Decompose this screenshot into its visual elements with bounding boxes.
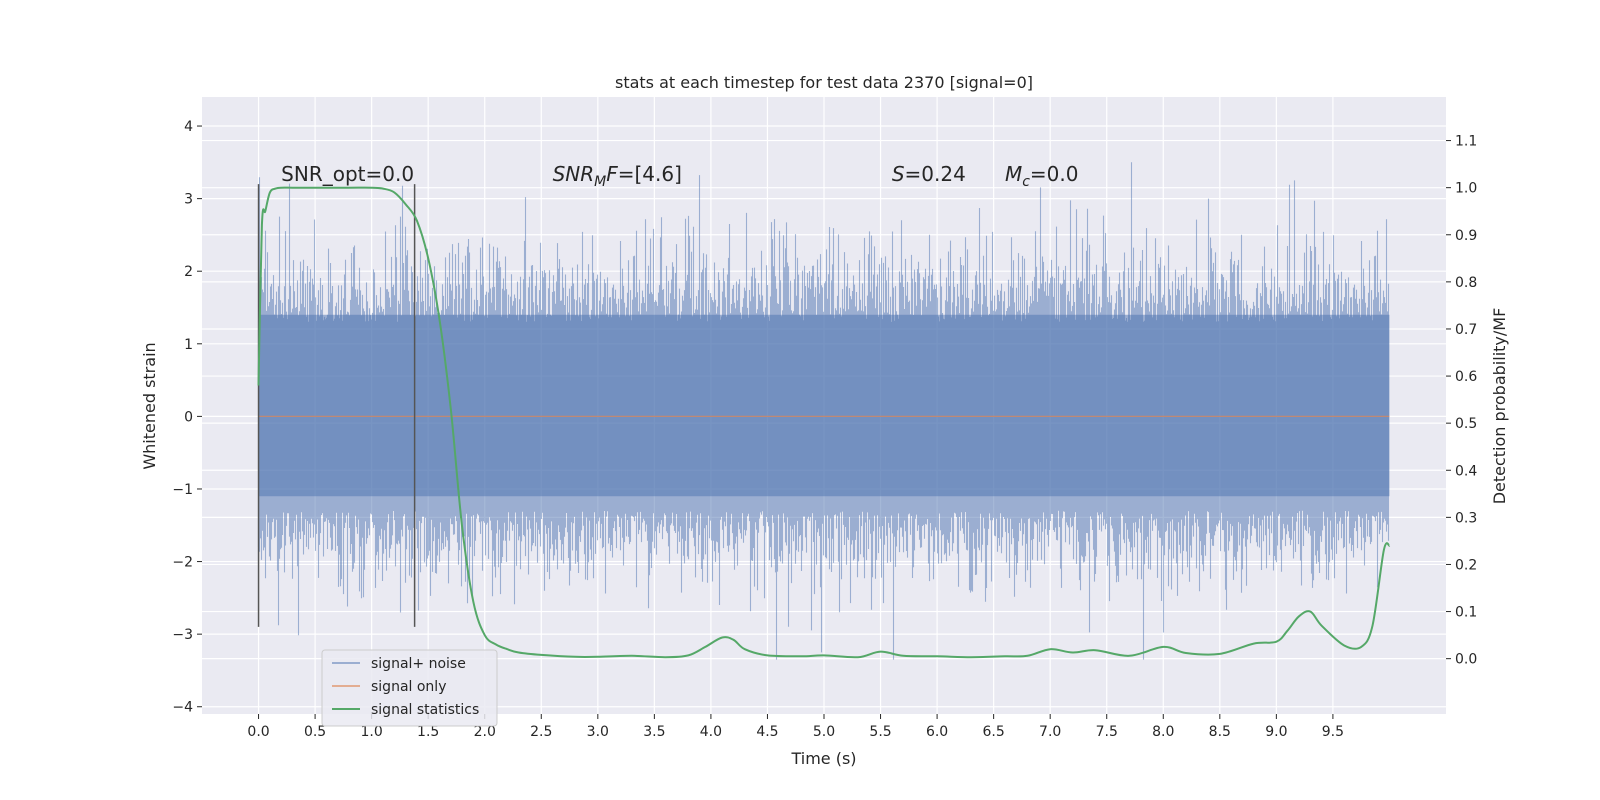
- legend-box: [321, 649, 498, 727]
- x-tick-label-15: 7.5: [1096, 724, 1118, 740]
- y2-axis-label: Detection probability/MF: [1490, 308, 1509, 505]
- y-tick-label-1: −3: [172, 627, 193, 643]
- x-tick-label-17: 8.5: [1209, 724, 1231, 740]
- legend-label-signal-noise: signal+ noise: [371, 656, 466, 672]
- y-tick-label-7: 3: [184, 192, 193, 208]
- x-tick-label-16: 8.0: [1152, 724, 1174, 740]
- y-tick-label-3: −1: [172, 482, 193, 498]
- x-tick-label-19: 9.5: [1322, 724, 1344, 740]
- x-tick-label-4: 2.0: [474, 724, 496, 740]
- x-tick-label-10: 5.0: [813, 724, 835, 740]
- x-tick-label-14: 7.0: [1039, 724, 1061, 740]
- x-tick-label-11: 5.5: [869, 724, 891, 740]
- vertical-markers: [257, 184, 416, 627]
- y2-tick-label-10: 1.0: [1455, 181, 1477, 197]
- y2-tick-label-6: 0.6: [1455, 369, 1477, 385]
- x-tick-label-7: 3.5: [643, 724, 665, 740]
- annotation-1: SNRMF=[4.6]: [553, 162, 682, 190]
- x-tick-label-2: 1.0: [361, 724, 383, 740]
- legend-label-signal-only: signal only: [371, 679, 446, 695]
- y2-tick-label-1: 0.1: [1455, 605, 1477, 621]
- y-axis-label: Whitened strain: [140, 342, 159, 469]
- y2-tick-label-7: 0.7: [1455, 322, 1477, 338]
- y2-tick-label-11: 1.1: [1455, 134, 1477, 150]
- x-tick-label-0: 0.0: [247, 724, 269, 740]
- x-tick-label-1: 0.5: [304, 724, 326, 740]
- y2-tick-label-0: 0.0: [1455, 652, 1477, 668]
- x-tick-label-3: 1.5: [417, 724, 439, 740]
- series-signal-statistics: [257, 186, 1391, 659]
- y2-axis-ticks: 0.0 0.1 0.2 0.3 0.4 0.5 0.6 0.7 0.8 0.9 1.0 1.1: [1446, 134, 1477, 668]
- x-tick-label-13: 6.5: [983, 724, 1005, 740]
- y2-tick-label-4: 0.4: [1455, 463, 1477, 479]
- chart-title: stats at each timestep for test data 237…: [615, 73, 1033, 92]
- x-tick-label-18: 9.0: [1265, 724, 1287, 740]
- y-tick-label-5: 1: [184, 337, 193, 353]
- y2-tick-label-5: 0.5: [1455, 416, 1477, 432]
- legend-label-signal-statistics: signal statistics: [371, 702, 479, 718]
- y-tick-label-4: 0: [184, 409, 193, 425]
- y2-tick-label-8: 0.8: [1455, 275, 1477, 291]
- y2-tick-label-3: 0.3: [1455, 510, 1477, 526]
- x-axis-ticks: 0.0 0.5 1.0 1.5 2.0 2.5 3.0 3.5 4.0 4.5 5.0 5.5 6.0 6…: [247, 714, 1344, 740]
- y-tick-label-2: −2: [172, 555, 193, 571]
- x-tick-label-12: 6.0: [926, 724, 948, 740]
- y-tick-label-8: 4: [184, 119, 193, 135]
- y-axis-ticks: −4 −3 −2 −1 0 1 2 3 4: [172, 119, 202, 716]
- annotation-2: S=0.24: [892, 162, 966, 186]
- y2-tick-label-2: 0.2: [1455, 557, 1477, 573]
- annotation-0: SNR_opt=0.0: [281, 162, 414, 186]
- x-tick-label-6: 3.0: [587, 724, 609, 740]
- legend: signal+ noise signal only signal statist…: [321, 649, 498, 727]
- y-tick-label-0: −4: [172, 700, 193, 716]
- y2-tick-label-9: 0.9: [1455, 228, 1477, 244]
- y-tick-label-6: 2: [184, 264, 193, 280]
- x-tick-label-5: 2.5: [530, 724, 552, 740]
- annotation-3: Mc=0.0: [1005, 162, 1079, 190]
- x-tick-label-8: 4.0: [700, 724, 722, 740]
- x-axis-label: Time (s): [790, 749, 856, 768]
- signal-statistics-line: [257, 186, 1391, 659]
- series-signal-noise: [257, 162, 1390, 660]
- annotations: SNR_opt=0.0 SNRMF=[4.6] S=0.24 Mc=0.0: [281, 162, 1078, 190]
- x-tick-label-9: 4.5: [756, 724, 778, 740]
